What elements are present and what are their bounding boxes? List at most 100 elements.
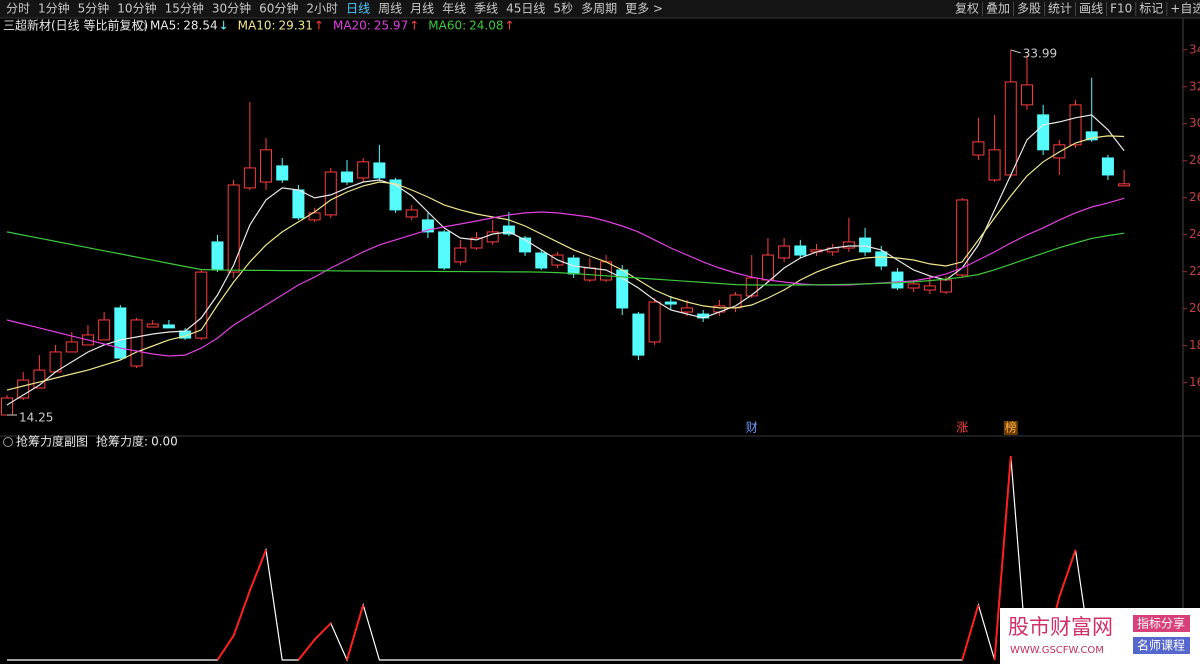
candle-body — [745, 277, 758, 297]
tool-button[interactable]: 复权 — [955, 2, 979, 16]
period-tab[interactable]: 30分钟 — [212, 1, 251, 16]
candle-body — [98, 319, 111, 341]
tool-button[interactable]: 叠加 — [986, 2, 1010, 16]
candle-body — [778, 245, 791, 259]
candle-body — [130, 319, 143, 367]
candle-body — [1020, 84, 1033, 106]
period-tab[interactable]: 10分钟 — [117, 1, 156, 16]
candle-body — [875, 251, 888, 267]
candle-body — [211, 241, 224, 271]
legend-trend: ↑ — [314, 19, 324, 33]
period-tab[interactable]: 1分钟 — [38, 1, 70, 16]
indicator-name: 抢筹力度: — [96, 434, 148, 449]
low-annotation: 14.25 — [19, 411, 53, 425]
high-annotation: 33.99 — [1023, 46, 1057, 60]
candle-body — [438, 231, 451, 269]
candle-body — [1118, 183, 1131, 187]
candle-body — [276, 165, 289, 181]
y-tick-label: 18 — [1189, 338, 1200, 352]
candle-body — [470, 237, 483, 249]
candle-body — [907, 283, 920, 289]
period-tab[interactable]: 5秒 — [553, 2, 573, 16]
y-tick-label: 26 — [1189, 190, 1200, 204]
y-tick-label: 20 — [1189, 301, 1200, 315]
candle-body — [1085, 131, 1098, 141]
candle-body — [65, 341, 78, 353]
period-tab[interactable]: 月线 — [410, 2, 434, 16]
period-tab[interactable]: 60分钟 — [259, 1, 298, 16]
period-tab[interactable]: 5分钟 — [78, 1, 110, 16]
candle-body — [842, 241, 855, 249]
candle-body — [17, 379, 30, 399]
candle-body — [243, 167, 256, 189]
period-tab[interactable]: 更多 > — [625, 2, 663, 16]
period-tab[interactable]: 2小时 — [306, 2, 338, 16]
candle-body — [988, 149, 1001, 181]
period-tab[interactable]: 日线 — [346, 2, 370, 16]
tool-button[interactable]: 多股 — [1017, 2, 1041, 16]
candle-body — [454, 247, 467, 263]
period-tab[interactable]: 季线 — [474, 2, 498, 16]
y-tick-label: 30 — [1189, 116, 1200, 130]
indicator-rise — [346, 604, 365, 661]
indicator-rise — [216, 634, 235, 661]
badge: 名师课程 — [1137, 638, 1185, 653]
settings-icon[interactable] — [3, 437, 13, 447]
candle-body — [956, 199, 969, 276]
candle-body — [324, 171, 337, 216]
indicator-rise — [297, 638, 316, 661]
watermark-url: WWW.GSCFW.COM — [1010, 645, 1104, 656]
period-tab[interactable]: 年线 — [442, 2, 466, 16]
event-label[interactable]: 涨 — [956, 420, 968, 435]
legend-value: 29.31 — [279, 19, 313, 33]
ma-line — [6, 114, 1125, 406]
candle-body — [260, 149, 273, 183]
legend-value: 25.97 — [374, 19, 408, 33]
indicator-rise — [248, 549, 267, 592]
indicator-rise — [961, 604, 980, 661]
legend-name: MA20: — [333, 19, 371, 33]
candle-body — [405, 209, 418, 218]
candle-body — [1069, 104, 1082, 146]
candle-body — [195, 271, 208, 339]
period-tab[interactable]: 分时 — [6, 2, 30, 16]
tool-button[interactable]: 标记 — [1139, 2, 1163, 16]
candle-body — [859, 237, 872, 253]
legend-name: MA10: — [238, 19, 276, 33]
tool-button[interactable]: F10 — [1110, 2, 1132, 16]
ma-line — [6, 231, 1125, 286]
ma-line — [6, 197, 1125, 357]
candle-body — [114, 307, 127, 359]
candle-body — [1037, 114, 1050, 151]
candle-body — [600, 261, 613, 281]
tool-button[interactable]: +自选 — [1170, 2, 1200, 16]
period-tab[interactable]: 多周期 — [581, 2, 617, 16]
period-tab[interactable]: 45日线 — [506, 2, 545, 16]
candle-body — [373, 162, 386, 179]
y-tick-label: 24 — [1189, 227, 1200, 241]
period-tab[interactable]: 15分钟 — [165, 1, 204, 16]
event-bg — [1003, 421, 1018, 435]
event-label[interactable]: 财 — [746, 421, 758, 435]
candle-body — [308, 212, 321, 221]
badge-bg — [1133, 637, 1190, 654]
y-tick-label: 16 — [1189, 375, 1200, 389]
event-label[interactable]: 榜 — [1005, 420, 1017, 435]
indicator-value: 0.00 — [151, 435, 178, 449]
settings-icon[interactable] — [136, 21, 146, 31]
tool-button[interactable]: 统计 — [1048, 2, 1072, 16]
candle-body — [162, 324, 175, 329]
legend-name: MA5: — [150, 19, 180, 33]
tool-button[interactable]: 画线 — [1079, 2, 1103, 16]
chart-title: 三超新材(日线 等比前复权) — [3, 18, 148, 33]
legend-name: MA60: — [428, 19, 466, 33]
candle-body — [292, 189, 305, 219]
legend-value: 28.54 — [183, 19, 217, 33]
indicator-rise — [313, 622, 332, 641]
legend-trend: ↓ — [219, 19, 229, 33]
indicator-line — [7, 456, 1125, 662]
period-tab[interactable]: 周线 — [378, 2, 402, 16]
annotation-arrow — [1010, 49, 1021, 54]
candle-body — [632, 313, 645, 356]
